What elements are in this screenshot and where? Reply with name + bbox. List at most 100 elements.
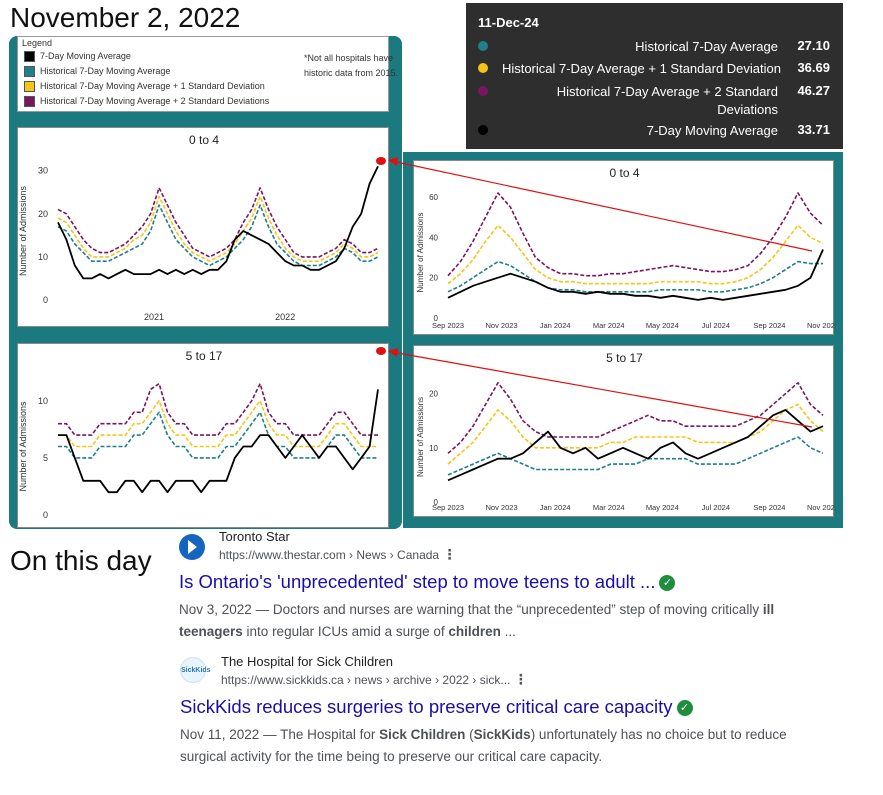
result-title-text: SickKids reduces surgeries to preserve c… [180,696,673,717]
chart-title: 0 to 4 [189,133,219,147]
legend-label: Historical 7-Day Moving Average + 2 Stan… [40,96,270,106]
x-tick-label: Sep 2024 [753,321,785,330]
result-date: Nov 11, 2022 [180,727,260,742]
y-tick-label: 0 [43,295,48,305]
legend-swatch [24,50,35,62]
legend-item: 7-Day Moving Average [24,50,131,62]
legend-swatch [24,80,35,92]
x-tick-label: Jan 2024 [540,503,571,512]
series-line [58,382,378,436]
y-axis-label: Number of Admissions [416,212,425,292]
y-tick-label: 10 [38,252,48,262]
x-tick-label: May 2024 [646,503,679,512]
chart-left-0to4: 0 to 4 Number of Admissions 0 10 20 30 2021 202… [18,133,379,322]
series-line [57,204,379,267]
tooltip-label: 7-Day Moving Average [646,123,778,138]
y-tick-label: 30 [38,166,48,176]
legend-label: Historical 7-Day Moving Average + 1 Stan… [40,81,265,91]
x-tick-label: Jul 2024 [702,503,730,512]
snippet-highlight: children [448,624,501,639]
y-tick-label: 5 [43,453,48,463]
x-tick-label: Sep 2023 [432,503,464,512]
tooltip-label: Historical 7-Day Average + 2 Standard De… [556,84,778,117]
tooltip-label: Historical 7-Day Average + 1 Standard De… [501,61,781,76]
legend-title: Legend [22,38,53,48]
series-line [57,165,379,280]
result-url[interactable]: https://www.thestar.com › News › Canada … [219,546,456,563]
result-source: Toronto Star [219,529,290,544]
x-tick-label: Sep 2023 [432,321,464,330]
snippet-text: into regular ICUs amid a surge of [242,624,449,639]
legend-swatch [24,95,35,107]
legend-label: 7-Day Moving Average [40,51,131,61]
tooltip-value: 46.27 [797,83,830,98]
x-tick-label: Jul 2024 [702,321,730,330]
chart-right-0to4: 0 to 4 Number of Admissions 0 20 40 60 Sep 202… [416,166,839,330]
y-tick-label: 0 [43,510,48,520]
result-date: Nov 3, 2022 [179,602,252,617]
series-line [58,399,378,448]
legend-swatch [24,65,35,77]
legend-item: Historical 7-Day Moving Average + 1 Stan… [24,80,265,92]
series-line [447,409,824,482]
more-options-icon[interactable]: ⋮ [442,546,457,562]
series-line [58,411,378,459]
snippet-highlight: Sick Children [379,727,466,742]
verified-check-icon: ✓ [676,700,693,717]
snippet-text: ) unfortunately has no choice but to red… [180,727,787,764]
y-axis-label: Number of Admissions [18,401,28,492]
result-url-host: https://www.thestar.com [219,548,346,562]
legend-dot-icon [478,41,488,51]
legend-item: Historical 7-Day Moving Average + 2 Stan… [24,95,269,107]
y-tick-label: 40 [429,233,438,242]
y-tick-label: 60 [429,193,438,202]
result-snippet: Nov 3, 2022 — Doctors and nurses are war… [179,599,819,643]
series-line [447,224,824,285]
result-breadcrumb: › news › archive › 2022 › sick... [343,673,511,687]
legend-dot-icon [478,86,488,96]
y-tick-label: 10 [38,396,48,406]
tooltip-value: 36.69 [797,60,830,75]
result-snippet: Nov 11, 2022 — The Hospital for Sick Chi… [180,724,820,768]
x-tick-label: Mar 2024 [593,503,625,512]
annotation-arrowhead [388,348,398,357]
annotation-arrow [391,160,813,252]
tooltip-value: 27.10 [797,38,830,53]
chart-title: 5 to 17 [606,351,643,365]
x-tick-label: Nov 2023 [486,503,518,512]
chart-title: 5 to 17 [186,349,223,363]
legend-note: *Not all hospitals have historic data fr… [304,53,399,78]
result-source: The Hospital for Sick Children [221,654,393,669]
x-tick-label: Sep 2024 [753,503,785,512]
chart-card-left-0to4: 0 to 4 Number of Admissions 0 10 20 30 2021 202… [17,127,389,327]
series-line [57,187,379,258]
x-tick-label: May 2024 [646,321,679,330]
y-tick-label: 10 [429,444,438,453]
annotation-dot [376,157,386,165]
x-tick-label: Nov 2024 [807,321,835,330]
chart-right-5to17: 5 to 17 Number of Admissions 0 10 20 Sep 2023… [416,351,839,512]
y-tick-label: 20 [429,390,438,399]
result-url-host: https://www.sickkids.ca [221,673,344,687]
series-line [57,195,379,262]
series-line [447,381,824,454]
result-breadcrumb: › News › Canada [345,548,440,562]
series-line [447,249,824,301]
result-title-text: Is Ontario's 'unprecedented' step to mov… [179,571,656,592]
snippet-text: ... [500,624,516,639]
snippet-highlight: SickKids [473,727,531,742]
on-this-day-heading: On this day [10,545,152,576]
chart-card-right-5to17: 5 to 17 Number of Admissions 0 10 20 Sep 2023… [413,345,839,517]
more-options-icon[interactable]: ⋮ [513,671,528,687]
series-line [447,403,824,465]
result-url[interactable]: https://www.sickkids.ca › news › archive… [221,671,528,688]
y-tick-label: 0 [434,498,439,507]
y-axis-label: Number of Admissions [416,397,425,477]
result-title-link[interactable]: SickKids reduces surgeries to preserve c… [180,696,693,718]
y-axis-label: Number of Admissions [18,185,28,276]
legend: Legend 7-Day Moving Average Historical 7… [17,36,398,112]
snippet-highlight: ill teenagers [179,602,775,639]
tooltip-date: 11-Dec-24 [478,15,539,30]
annotation-arrow [391,351,813,428]
result-title-link[interactable]: Is Ontario's 'unprecedented' step to mov… [179,571,676,593]
